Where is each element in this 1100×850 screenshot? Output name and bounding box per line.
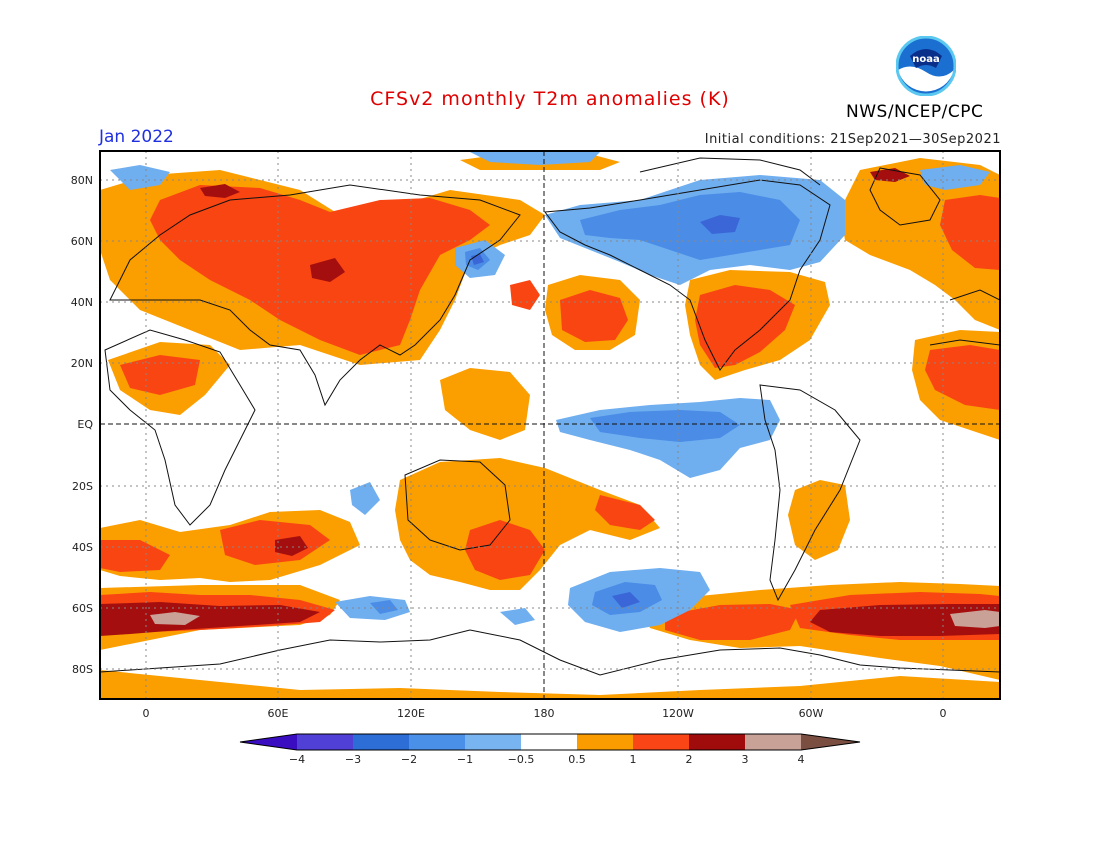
lat-label: 20S bbox=[72, 480, 93, 493]
lat-label: 80S bbox=[72, 663, 93, 676]
coastlines bbox=[100, 157, 1000, 676]
colorbar-label: −3 bbox=[345, 753, 361, 766]
graticule bbox=[100, 151, 1000, 699]
lat-label: EQ bbox=[77, 418, 93, 431]
equator-dateline bbox=[100, 151, 1000, 699]
lon-label: 0 bbox=[940, 707, 947, 720]
colorbar: −4 −3 −2 −1 −0.5 0.5 1 2 3 4 bbox=[239, 733, 861, 766]
colorbar-swatch bbox=[689, 734, 745, 750]
colorbar-swatch bbox=[577, 734, 633, 750]
colorbar-swatch bbox=[521, 734, 577, 750]
anomaly-field bbox=[100, 151, 1000, 699]
anomaly-positive-3 bbox=[150, 610, 1000, 628]
lon-label: 60W bbox=[799, 707, 824, 720]
chart-title: CFSv2 monthly T2m anomalies (K) bbox=[370, 88, 730, 110]
colorbar-label: 0.5 bbox=[568, 753, 586, 766]
organization-label: NWS/NCEP/CPC bbox=[846, 102, 984, 122]
colorbar-arrow-left bbox=[240, 734, 297, 750]
lat-label: 40S bbox=[72, 541, 93, 554]
colorbar-label: −4 bbox=[289, 753, 305, 766]
lon-axis: 0 60E 120E 180 120W 60W 0 bbox=[143, 707, 947, 720]
colorbar-swatch bbox=[465, 734, 521, 750]
colorbar-label: 2 bbox=[686, 753, 693, 766]
lat-label: 40N bbox=[71, 296, 93, 309]
colorbar-swatch bbox=[353, 734, 409, 750]
initial-conditions: Initial conditions: 21Sep2021—30Sep2021 bbox=[704, 132, 1001, 147]
lon-label: 0 bbox=[143, 707, 150, 720]
lat-axis: 80N 60N 40N 20N EQ 20S 40S 60S 80S bbox=[71, 174, 94, 676]
lat-label: 60N bbox=[71, 235, 93, 248]
anomaly-positive-2 bbox=[100, 168, 1000, 636]
colorbar-swatch bbox=[633, 734, 689, 750]
forecast-month: Jan 2022 bbox=[99, 127, 174, 147]
colorbar-label: −2 bbox=[401, 753, 417, 766]
colorbar-label: 1 bbox=[630, 753, 637, 766]
colorbar-label: −1 bbox=[457, 753, 473, 766]
lon-label: 60E bbox=[268, 707, 289, 720]
colorbar-arrow-right bbox=[801, 734, 860, 750]
map-frame bbox=[99, 150, 1001, 700]
lat-label: 60S bbox=[72, 602, 93, 615]
lon-label: 120W bbox=[662, 707, 694, 720]
noaa-logo: noaa bbox=[896, 36, 956, 96]
noaa-logo-text: noaa bbox=[912, 54, 940, 65]
colorbar-swatch bbox=[745, 734, 801, 750]
colorbar-label: 3 bbox=[742, 753, 749, 766]
colorbar-label: −0.5 bbox=[508, 753, 535, 766]
lon-label: 120E bbox=[397, 707, 425, 720]
lat-label: 80N bbox=[71, 174, 93, 187]
colorbar-label: 4 bbox=[798, 753, 805, 766]
lat-label: 20N bbox=[71, 357, 93, 370]
anomaly-negative-2 bbox=[471, 215, 740, 608]
colorbar-swatch bbox=[297, 734, 353, 750]
colorbar-swatch bbox=[409, 734, 465, 750]
lon-label: 180 bbox=[534, 707, 555, 720]
